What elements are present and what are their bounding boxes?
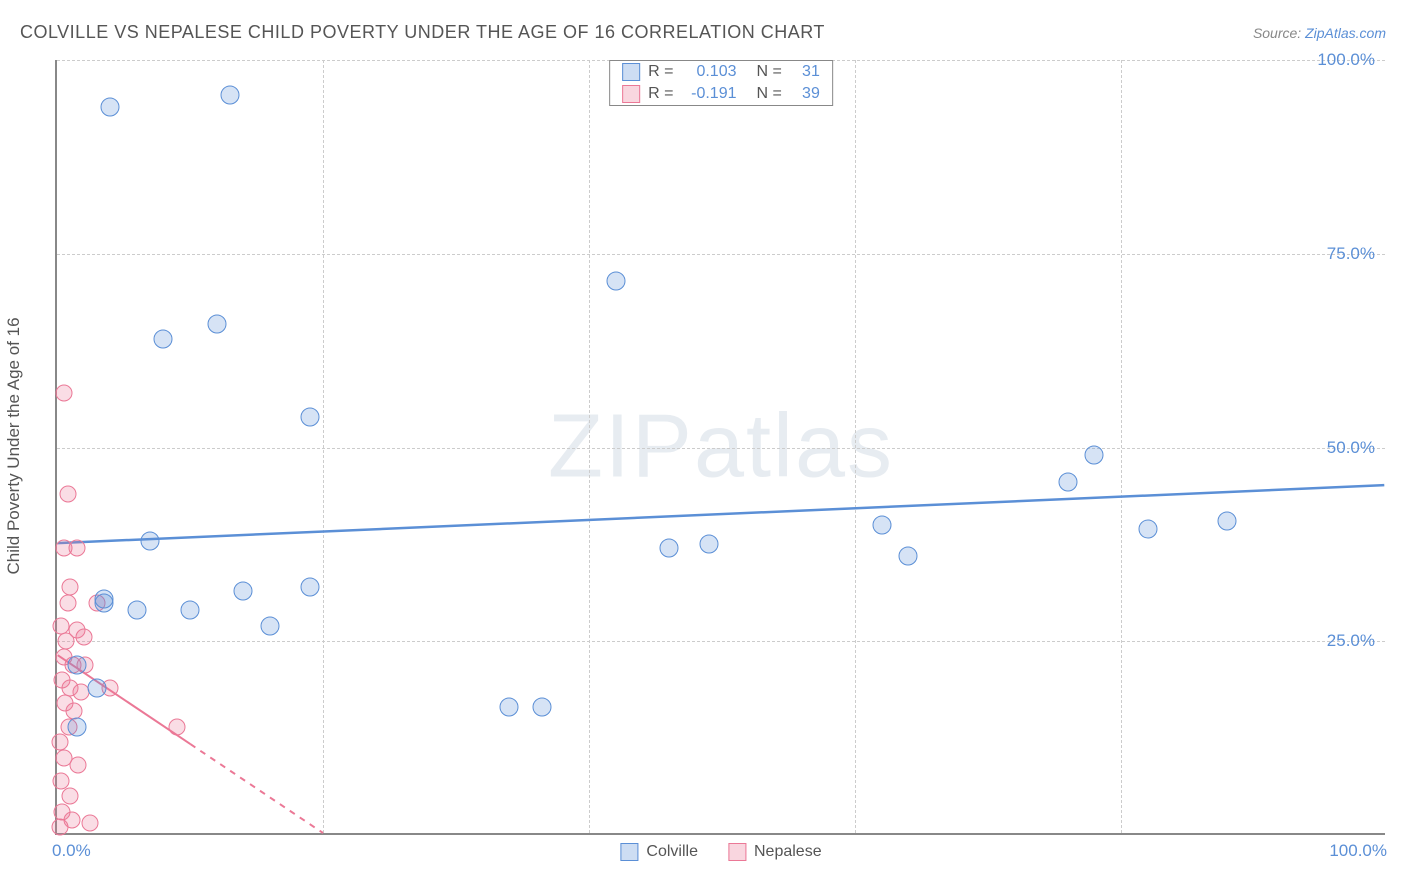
watermark: ZIPatlas bbox=[548, 395, 894, 498]
legend-item-colville: Colville bbox=[620, 843, 698, 861]
data-point bbox=[181, 601, 200, 620]
data-point bbox=[1058, 473, 1077, 492]
stats-legend: R = 0.103 N = 31 R = -0.191 N = 39 bbox=[609, 60, 833, 106]
gridline-h bbox=[57, 641, 1385, 642]
data-point bbox=[899, 547, 918, 566]
data-point bbox=[59, 486, 76, 503]
swatch-nepalese bbox=[728, 843, 746, 861]
ytick-label: 50.0% bbox=[1327, 438, 1375, 458]
data-point bbox=[207, 314, 226, 333]
gridline-v bbox=[589, 60, 590, 833]
swatch-nepalese bbox=[622, 85, 640, 103]
data-point bbox=[94, 593, 113, 612]
data-point bbox=[260, 616, 279, 635]
trend-lines bbox=[57, 60, 1385, 833]
ytick-label: 100.0% bbox=[1317, 50, 1375, 70]
swatch-colville bbox=[620, 843, 638, 861]
gridline-v bbox=[855, 60, 856, 833]
data-point bbox=[62, 579, 79, 596]
data-point bbox=[51, 734, 68, 751]
gridline-h bbox=[57, 448, 1385, 449]
data-point bbox=[127, 601, 146, 620]
stats-row-colville: R = 0.103 N = 31 bbox=[610, 61, 832, 83]
scatter-plot: ZIPatlas 25.0%50.0%75.0%100.0% R = 0.103… bbox=[55, 60, 1385, 835]
data-point bbox=[154, 330, 173, 349]
data-point bbox=[52, 772, 69, 789]
data-point bbox=[1085, 446, 1104, 465]
data-point bbox=[659, 539, 678, 558]
data-point bbox=[220, 85, 239, 104]
source-link[interactable]: ZipAtlas.com bbox=[1305, 25, 1386, 41]
data-point bbox=[1138, 519, 1157, 538]
ytick-label: 25.0% bbox=[1327, 631, 1375, 651]
data-point bbox=[234, 581, 253, 600]
data-point bbox=[52, 617, 69, 634]
xtick-label: 100.0% bbox=[1329, 841, 1387, 861]
data-point bbox=[168, 718, 185, 735]
data-point bbox=[699, 535, 718, 554]
data-point bbox=[82, 815, 99, 832]
gridline-v bbox=[1121, 60, 1122, 833]
swatch-colville bbox=[622, 63, 640, 81]
data-point bbox=[87, 678, 106, 697]
data-point bbox=[300, 407, 319, 426]
data-point bbox=[1218, 512, 1237, 531]
source-attribution: Source: ZipAtlas.com bbox=[1253, 25, 1386, 41]
data-point bbox=[533, 698, 552, 717]
data-point bbox=[62, 788, 79, 805]
legend-item-nepalese: Nepalese bbox=[728, 843, 822, 861]
data-point bbox=[58, 633, 75, 650]
data-point bbox=[51, 819, 68, 836]
data-point bbox=[141, 531, 160, 550]
y-axis-title: Child Poverty Under the Age of 16 bbox=[4, 317, 24, 574]
ytick-label: 75.0% bbox=[1327, 244, 1375, 264]
series-legend: Colville Nepalese bbox=[620, 843, 821, 861]
data-point bbox=[59, 594, 76, 611]
data-point bbox=[500, 698, 519, 717]
data-point bbox=[70, 757, 87, 774]
data-point bbox=[67, 655, 86, 674]
data-point bbox=[606, 271, 625, 290]
xtick-label: 0.0% bbox=[52, 841, 91, 861]
gridline-v bbox=[323, 60, 324, 833]
data-point bbox=[67, 717, 86, 736]
data-point bbox=[68, 540, 85, 557]
data-point bbox=[55, 385, 72, 402]
gridline-h bbox=[57, 254, 1385, 255]
stats-row-nepalese: R = -0.191 N = 39 bbox=[610, 83, 832, 105]
data-point bbox=[101, 97, 120, 116]
data-point bbox=[300, 578, 319, 597]
chart-title: COLVILLE VS NEPALESE CHILD POVERTY UNDER… bbox=[20, 22, 825, 43]
data-point bbox=[872, 516, 891, 535]
data-point bbox=[75, 629, 92, 646]
